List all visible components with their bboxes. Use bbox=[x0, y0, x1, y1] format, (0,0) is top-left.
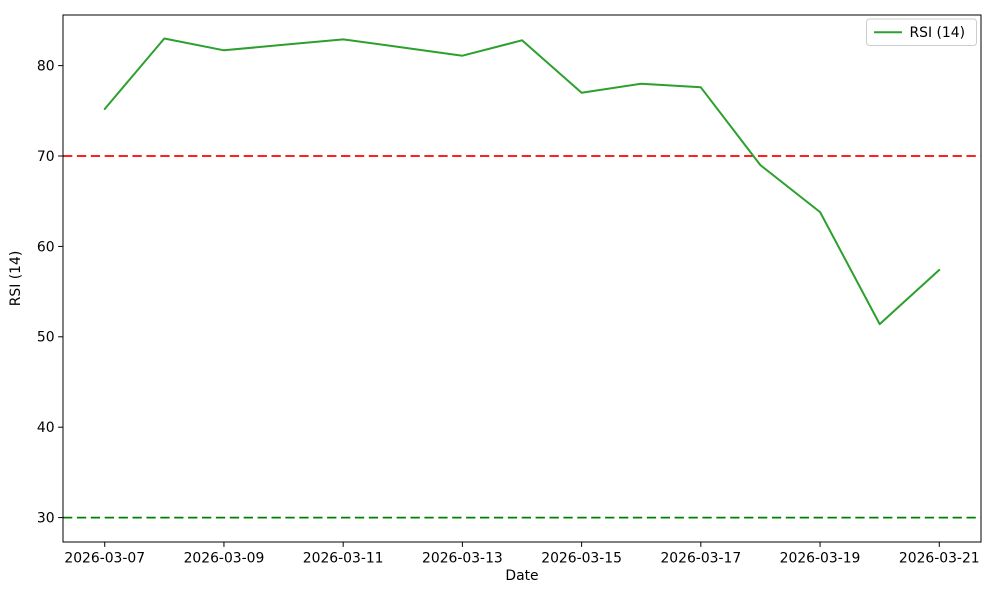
y-tick-label: 70 bbox=[37, 149, 55, 165]
legend-label: RSI (14) bbox=[910, 25, 966, 41]
x-tick-label: 2026-03-21 bbox=[899, 550, 980, 566]
y-axis-label: RSI (14) bbox=[8, 251, 24, 307]
x-tick-label: 2026-03-07 bbox=[64, 550, 145, 566]
plot-area-border bbox=[62, 14, 982, 543]
x-tick-label: 2026-03-15 bbox=[541, 550, 622, 566]
y-tick-label: 50 bbox=[37, 330, 55, 346]
rsi-line-series bbox=[103, 37, 941, 326]
y-tick-label: 60 bbox=[37, 239, 55, 255]
legend-box bbox=[866, 18, 977, 46]
x-tick-label: 2026-03-09 bbox=[184, 550, 265, 566]
x-tick-label: 2026-03-11 bbox=[303, 550, 384, 566]
x-axis-label: Date bbox=[505, 568, 538, 584]
x-tick-label: 2026-03-17 bbox=[660, 550, 741, 566]
legend: RSI (14) bbox=[866, 18, 977, 46]
x-tick-label: 2026-03-19 bbox=[780, 550, 861, 566]
x-tick-label: 2026-03-13 bbox=[422, 550, 503, 566]
y-tick-label: 30 bbox=[37, 510, 55, 526]
y-tick-label: 40 bbox=[37, 420, 55, 436]
y-tick-label: 80 bbox=[37, 58, 55, 74]
